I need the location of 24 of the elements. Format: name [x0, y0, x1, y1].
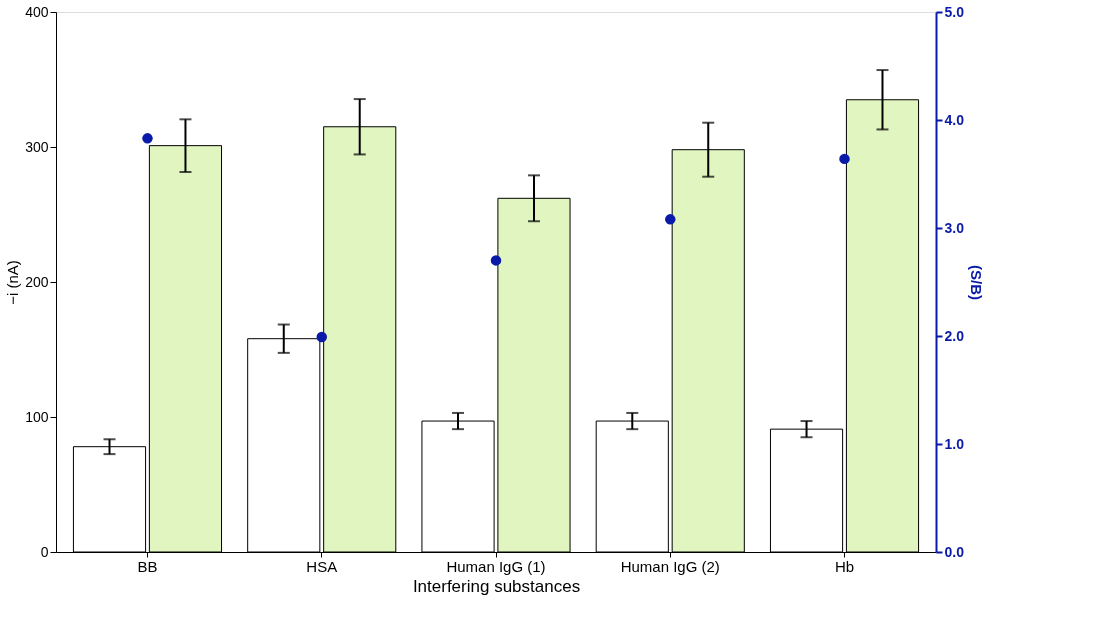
y2-tick-label: 2.0	[944, 327, 965, 344]
y2-tick-label: 0.0	[944, 543, 965, 560]
y2-tick-label: 5.0	[944, 3, 965, 20]
point	[490, 255, 502, 266]
y-tick-label: 400	[25, 3, 49, 20]
x-tick-label: HSA	[306, 557, 338, 575]
y2-tick-label: 3.0	[944, 219, 965, 236]
x-axis-title: Interfering substances	[412, 576, 581, 596]
y2-axis-title: (S/B)	[967, 265, 985, 300]
point	[665, 214, 676, 225]
point	[316, 331, 327, 343]
y-tick-label: 200	[25, 273, 49, 290]
y2-tick-label: 4.0	[944, 111, 965, 128]
y-tick-label: 0	[40, 543, 49, 560]
y-tick-label: 300	[25, 138, 49, 155]
y-tick-label: 100	[25, 408, 49, 425]
x-tick-label: Human IgG (1)	[446, 557, 546, 575]
x-tick-label: BB	[137, 557, 158, 575]
x-tick-label: Human IgG (2)	[620, 557, 720, 575]
y2-tick-label: 1.0	[944, 435, 965, 452]
point	[142, 133, 153, 144]
y-axis-title: −i (nA)	[4, 260, 22, 305]
x-tick-label: Hb	[834, 557, 855, 575]
point	[839, 153, 850, 165]
